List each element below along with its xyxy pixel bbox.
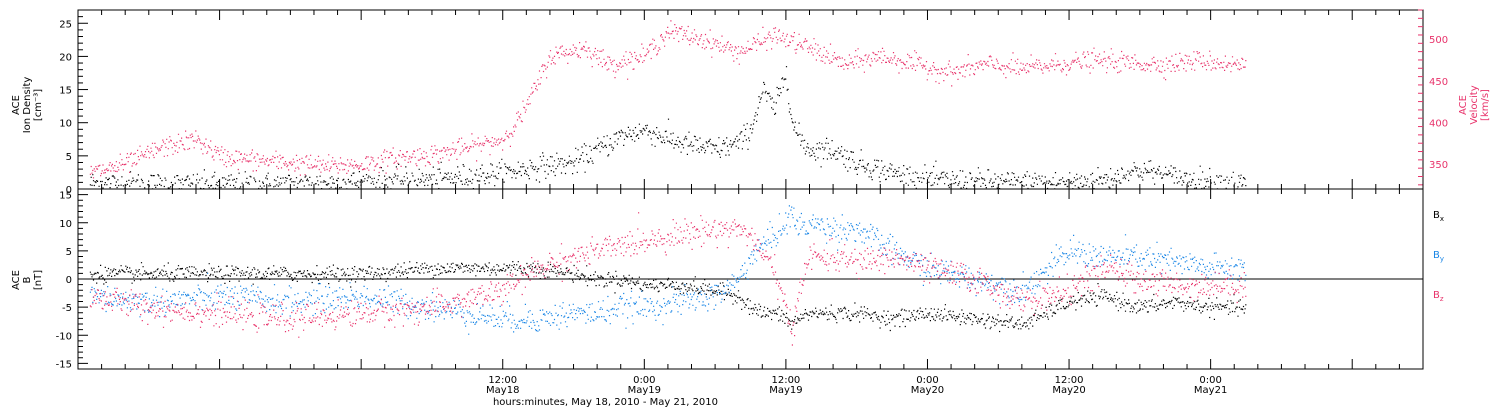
x-tick-label-time: 12:00 — [1055, 375, 1084, 386]
bottom-left-tick-label: 15 — [59, 191, 72, 202]
x-tick-label-time: 0:00 — [916, 375, 938, 386]
x-axis-title: hours:minutes, May 18, 2010 - May 21, 20… — [493, 397, 718, 408]
x-tick-label-time: 12:00 — [488, 375, 517, 386]
legend-sub: y — [1440, 255, 1444, 263]
legend-by: By — [1433, 250, 1444, 263]
ion-density-axis-title-line: [cm⁻³] — [33, 89, 44, 121]
top-left-tick-label: 10 — [59, 119, 72, 130]
x-tick-label-date: May18 — [486, 385, 519, 396]
bottom-left-tick-label: -15 — [56, 359, 72, 370]
top-right-tick-label: 500 — [1429, 35, 1448, 46]
legend-main: B — [1433, 290, 1440, 301]
bottom-left-tick-label: 10 — [59, 219, 72, 230]
top-right-tick-label: 350 — [1429, 160, 1448, 171]
top-right-tick-label: 450 — [1429, 77, 1448, 88]
legend-sub: x — [1440, 215, 1444, 223]
bottom-left-tick-label: 0 — [66, 275, 72, 286]
magnetic-field-axis-title-line: B — [22, 276, 33, 283]
x-tick-label-date: May19 — [769, 385, 802, 396]
x-tick-label-date: May20 — [1052, 385, 1085, 396]
top-left-tick-label: 20 — [59, 52, 72, 63]
top-left-tick-label: 15 — [59, 86, 72, 97]
legend-bz: Bz — [1433, 290, 1444, 303]
bottom-left-tick-label: -5 — [62, 303, 72, 314]
bottom-left-tick-label: 5 — [66, 247, 72, 258]
top-right-tick-label: 400 — [1429, 118, 1448, 129]
ion-density-axis-title-line: ACE — [11, 95, 22, 115]
bottom-series-group — [89, 205, 1247, 346]
magnetic-field-axis-title-line: ACE — [11, 270, 22, 290]
x-tick-label-date: May20 — [911, 385, 944, 396]
velocity-axis-title: ACE Velocity [km/s] — [1458, 85, 1491, 124]
series-by — [89, 205, 1247, 335]
ion-density-series — [89, 66, 1247, 189]
velocity-axis-title-line: [km/s] — [1480, 89, 1491, 121]
ion-density-series-points — [89, 66, 1247, 189]
x-tick-label-time: 0:00 — [633, 375, 655, 386]
velocity-series-points — [89, 20, 1247, 179]
top-left-tick-label: 0 — [66, 185, 72, 196]
top-left-tick-label: 5 — [66, 152, 72, 163]
x-tick-label-time: 0:00 — [1199, 375, 1221, 386]
x-tick-label-date: May19 — [628, 385, 661, 396]
legend-sub: z — [1440, 295, 1444, 303]
top-left-tick-label: 25 — [59, 19, 72, 30]
ion-density-axis-title-line: Ion Density — [22, 77, 33, 134]
series-by-points — [89, 205, 1247, 335]
magnetic-field-axis-title-line: [nT] — [33, 270, 44, 290]
magnetic-field-axis-title: ACE B [nT] — [11, 270, 44, 290]
velocity-series — [89, 20, 1247, 179]
legend-main: B — [1433, 210, 1440, 221]
x-tick-label-date: May21 — [1194, 385, 1227, 396]
velocity-axis-title-line: ACE — [1458, 95, 1469, 115]
ion-density-axis-title: ACE Ion Density [cm⁻³] — [11, 77, 44, 134]
legend-main: B — [1433, 250, 1440, 261]
series-bx — [89, 261, 1247, 333]
velocity-axis-title-line: Velocity — [1469, 85, 1480, 124]
x-tick-label-time: 12:00 — [771, 375, 800, 386]
legend-bx: Bx — [1433, 210, 1444, 223]
series-bx-points — [89, 261, 1247, 333]
top-series-group — [89, 20, 1247, 189]
bottom-left-tick-label: -10 — [56, 331, 72, 342]
